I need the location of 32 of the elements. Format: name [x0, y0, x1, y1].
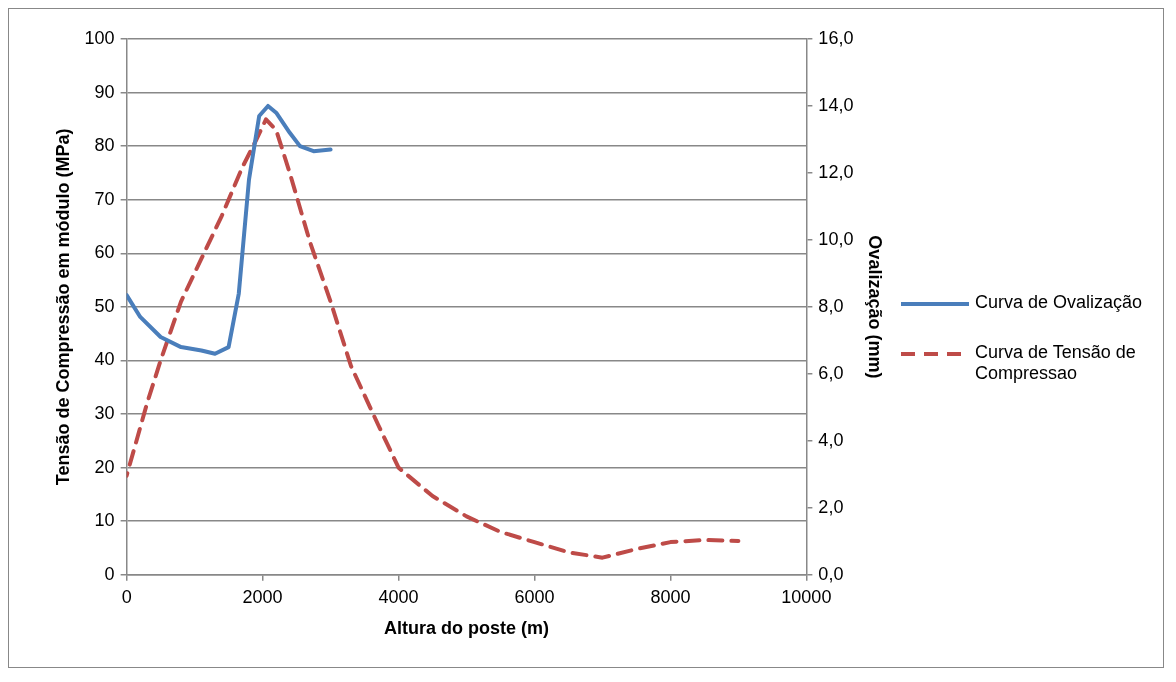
y-tick-label: 40 — [94, 349, 115, 370]
x-tick-label: 6000 — [514, 586, 555, 607]
y2-tick-label: 16,0 — [818, 27, 854, 48]
y2-tick-label: 8,0 — [818, 295, 844, 316]
y-tick-label: 80 — [94, 135, 115, 156]
y2-tick-label: 2,0 — [818, 496, 844, 517]
line-series — [126, 117, 741, 560]
y-tick-label: 90 — [94, 81, 115, 102]
y-tick-label: 0 — [104, 563, 115, 584]
y-axis-title: Tensão de Compressão em módulo (MPa) — [52, 128, 73, 486]
legend-label: Curva de Tensão de Compressao — [975, 342, 1137, 384]
x-axis-title: Altura do poste (m) — [384, 618, 549, 639]
y-tick-label: 10 — [94, 510, 115, 531]
y2-axis-title: Ovalização (mm) — [865, 235, 886, 379]
y-tick-label: 20 — [94, 456, 115, 477]
y-tick-label: 30 — [94, 403, 115, 424]
y2-tick-label: 10,0 — [818, 228, 854, 249]
y2-tick-label: 14,0 — [818, 94, 854, 115]
y2-tick-label: 0,0 — [818, 563, 844, 584]
x-tick-label: 0 — [121, 586, 132, 607]
y-tick-label: 60 — [94, 242, 115, 263]
x-tick-label: 4000 — [378, 586, 419, 607]
y2-tick-label: 6,0 — [818, 362, 844, 383]
y-tick-label: 50 — [94, 295, 115, 316]
y-tick-label: 100 — [84, 27, 115, 48]
x-tick-label: 2000 — [242, 586, 283, 607]
legend-label: Curva de Ovalização — [975, 292, 1143, 313]
y2-tick-label: 12,0 — [818, 161, 854, 182]
y-tick-label: 70 — [94, 188, 115, 209]
y2-tick-label: 4,0 — [818, 429, 844, 450]
x-tick-label: 8000 — [650, 586, 691, 607]
x-tick-label: 10000 — [781, 586, 832, 607]
